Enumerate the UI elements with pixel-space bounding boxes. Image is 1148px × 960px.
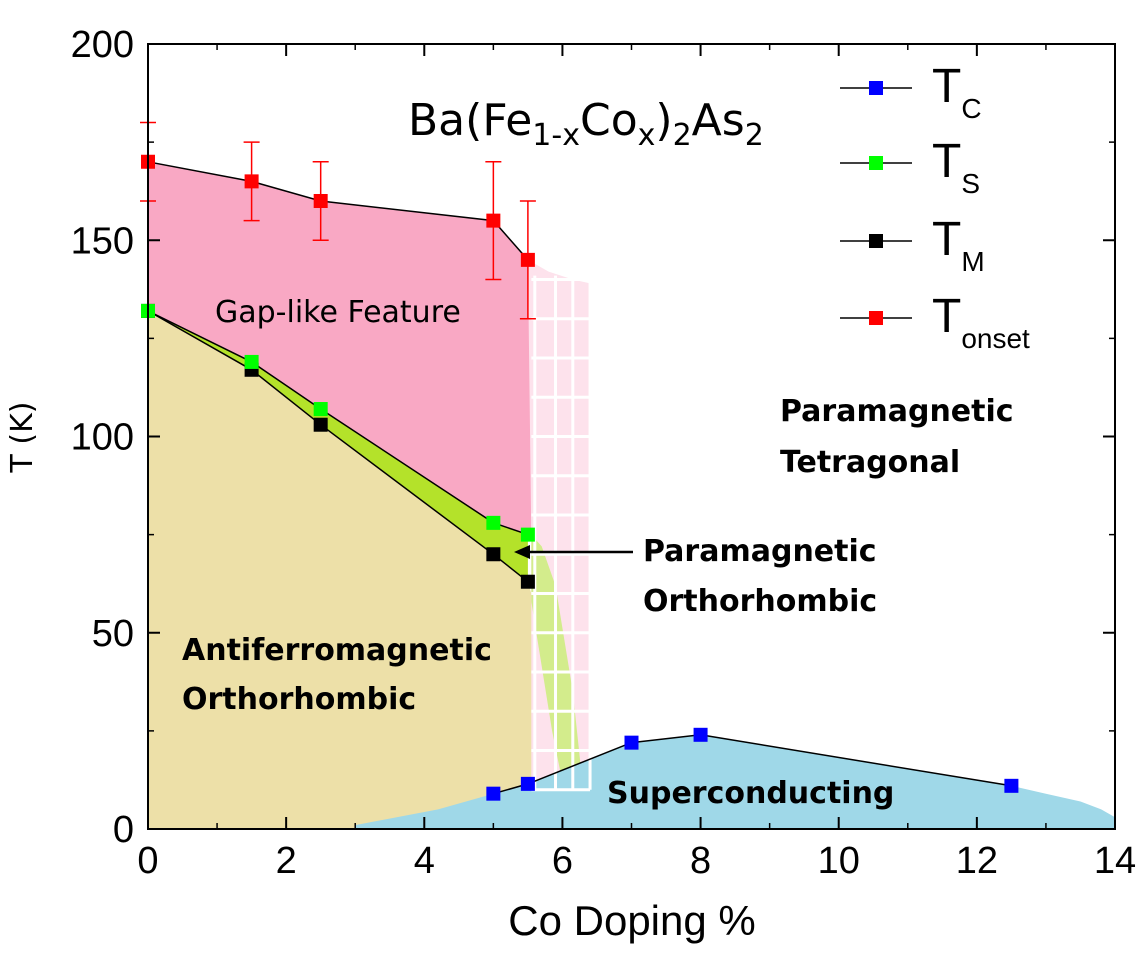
region-label-pmo-1: Paramagnetic — [643, 534, 877, 569]
region-label-gap: Gap-like Feature — [215, 295, 461, 330]
data-point-s — [520, 527, 535, 542]
formula-paren: ) — [655, 95, 672, 146]
legend-marker-ts — [869, 156, 883, 170]
legend-item-tm: TM — [840, 213, 985, 277]
region-label-pmt-1: Paramagnetic — [780, 394, 1014, 429]
legend-item-tc: TC — [840, 60, 982, 124]
data-point-onset — [313, 194, 328, 208]
data-point-onset — [244, 174, 259, 189]
legend-sub-tm: M — [961, 246, 984, 277]
y-axis-title: T (K) — [5, 402, 40, 474]
formula-sub-x: x — [638, 118, 656, 153]
legend-label-tonset: Tonset — [932, 290, 1030, 354]
legend-sub-tonset: onset — [961, 323, 1030, 354]
formula-sub-2b: 2 — [745, 118, 764, 153]
data-point-s — [313, 402, 328, 417]
legend-main-tonset: T — [932, 290, 961, 343]
legend-marker-tm — [869, 234, 883, 248]
x-tick-label: 12 — [956, 840, 998, 882]
y-tick-label: 200 — [71, 24, 134, 66]
region-label-pmt-2: Tetragonal — [780, 445, 960, 480]
phase-regions — [148, 161, 1115, 829]
x-tick-label: 10 — [818, 840, 860, 882]
formula-title: Ba(Fe1-xCox)2As2 — [408, 95, 764, 153]
formula-sub-2a: 2 — [673, 118, 692, 153]
data-point-c — [1004, 778, 1019, 793]
data-point-m — [486, 547, 501, 562]
y-tick-label: 0 — [113, 809, 134, 851]
data-point-m — [520, 574, 535, 589]
legend-label-tc: TC — [932, 60, 982, 124]
legend-main-tc: T — [932, 60, 961, 113]
legend: TC TS TM Tonset — [840, 60, 1030, 354]
x-tick-label: 6 — [552, 840, 573, 882]
legend-main-tm: T — [932, 213, 961, 266]
x-tick-label: 0 — [137, 840, 158, 882]
data-point-c — [520, 776, 535, 791]
data-point-c — [693, 727, 708, 742]
region-gap — [148, 161, 532, 535]
region-pmo-tail — [531, 534, 584, 790]
y-tick-label: 150 — [71, 220, 134, 262]
region-label-afm-2: Orthorhombic — [182, 682, 416, 717]
x-axis-title: Co Doping % — [508, 897, 755, 944]
region-hatch — [531, 275, 592, 792]
data-point-c — [624, 735, 639, 750]
legend-item-ts: TS — [840, 135, 980, 199]
region-afm — [148, 310, 563, 829]
legend-label-ts: TS — [932, 135, 980, 199]
x-tick-label: 2 — [276, 840, 297, 882]
x-tick-label: 8 — [690, 840, 711, 882]
legend-main-ts: T — [932, 135, 961, 188]
data-point-s — [486, 515, 501, 530]
formula-sub-1: 1-x — [532, 118, 580, 153]
legend-sub-tc: C — [961, 93, 981, 124]
region-label-sc: Superconducting — [607, 776, 894, 811]
axes: 0 2 4 6 8 10 12 14 0 50 100 150 200 — [71, 24, 1137, 882]
x-tick-label: 14 — [1094, 840, 1136, 882]
y-tick-label: 100 — [71, 417, 134, 459]
data-point-s — [244, 354, 259, 369]
legend-marker-tonset — [869, 311, 883, 325]
data-points — [141, 154, 1019, 801]
legend-label-tm: TM — [932, 213, 985, 277]
legend-marker-tc — [869, 81, 883, 95]
x-tick-label: 4 — [414, 840, 435, 882]
legend-item-tonset: Tonset — [840, 290, 1030, 354]
formula-base: Ba(Fe — [408, 95, 532, 146]
region-label-afm-1: Antiferromagnetic — [182, 633, 492, 668]
formula-as: As — [692, 95, 745, 146]
data-point-m — [313, 417, 328, 432]
region-label-pmo-2: Orthorhombic — [643, 584, 877, 619]
annotation-arrow-head — [514, 545, 530, 559]
data-point-onset — [520, 252, 535, 267]
region-sc — [355, 734, 1115, 829]
legend-sub-ts: S — [961, 168, 980, 199]
formula-co: Co — [580, 95, 638, 146]
data-point-c — [486, 786, 501, 801]
y-tick-label: 50 — [92, 613, 134, 655]
data-point-onset — [486, 213, 501, 228]
